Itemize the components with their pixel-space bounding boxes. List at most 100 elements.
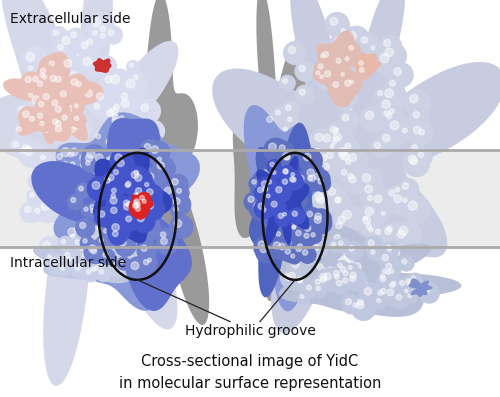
Circle shape [380,274,384,279]
Circle shape [316,71,320,75]
Circle shape [304,168,326,191]
Circle shape [82,158,96,172]
Circle shape [78,204,86,212]
Circle shape [314,283,327,297]
Circle shape [126,79,135,88]
Circle shape [78,186,84,191]
Circle shape [62,249,76,264]
Circle shape [128,133,136,141]
Circle shape [154,154,168,168]
Circle shape [364,192,380,208]
Circle shape [65,104,73,112]
Circle shape [86,240,105,260]
Circle shape [252,170,276,193]
Circle shape [272,107,288,122]
Circle shape [20,47,48,75]
Circle shape [76,82,82,87]
Circle shape [377,285,394,302]
Circle shape [160,183,182,204]
Circle shape [358,211,382,235]
Circle shape [279,176,295,192]
Circle shape [280,204,292,218]
Circle shape [68,124,76,132]
Circle shape [387,289,394,296]
Circle shape [42,75,46,79]
Polygon shape [316,31,367,107]
Circle shape [96,249,108,262]
Circle shape [73,199,99,225]
Circle shape [323,52,328,57]
Circle shape [92,17,100,27]
Circle shape [116,196,123,203]
Circle shape [258,203,264,209]
Circle shape [126,257,150,281]
Circle shape [90,205,95,210]
Circle shape [307,169,314,176]
Circle shape [70,148,78,156]
Circle shape [40,73,44,77]
Circle shape [335,197,340,202]
Circle shape [341,76,360,96]
Circle shape [28,93,33,97]
Circle shape [126,181,131,187]
Circle shape [412,276,416,280]
Circle shape [286,137,304,156]
Circle shape [104,211,129,235]
Circle shape [171,204,186,219]
Circle shape [48,114,68,134]
Circle shape [382,260,401,278]
Circle shape [73,115,90,132]
Circle shape [391,247,408,264]
Circle shape [339,62,344,67]
Circle shape [48,158,70,180]
Circle shape [110,197,117,204]
Circle shape [122,263,127,267]
Circle shape [334,270,340,276]
Circle shape [284,222,289,227]
Circle shape [381,224,401,244]
Circle shape [282,232,299,249]
Circle shape [134,75,138,79]
Circle shape [19,107,24,112]
Circle shape [380,54,389,63]
Circle shape [269,237,291,260]
Circle shape [96,231,104,239]
Circle shape [168,174,188,195]
Circle shape [290,148,312,170]
Circle shape [124,245,142,264]
Circle shape [360,180,384,205]
Circle shape [405,152,429,176]
Circle shape [369,190,394,215]
Circle shape [134,165,160,190]
Circle shape [82,201,104,222]
Circle shape [282,101,300,119]
Polygon shape [270,225,462,317]
Circle shape [294,195,300,200]
Circle shape [88,177,112,200]
Circle shape [112,155,135,177]
Circle shape [58,44,63,50]
Circle shape [288,170,300,182]
Circle shape [130,199,152,220]
Circle shape [118,252,139,274]
Circle shape [292,177,296,182]
Circle shape [316,269,337,291]
Circle shape [90,244,96,250]
Circle shape [111,132,126,146]
Circle shape [366,111,374,119]
Circle shape [362,216,370,224]
Circle shape [74,116,79,121]
Circle shape [283,212,286,216]
Circle shape [333,82,338,87]
Circle shape [59,158,76,175]
Circle shape [315,133,323,141]
Circle shape [333,55,348,71]
Circle shape [386,77,404,95]
Circle shape [346,43,360,57]
Polygon shape [233,0,319,301]
Circle shape [290,177,295,182]
Circle shape [320,274,326,280]
Circle shape [345,143,351,149]
Circle shape [310,145,330,165]
Circle shape [332,85,357,110]
